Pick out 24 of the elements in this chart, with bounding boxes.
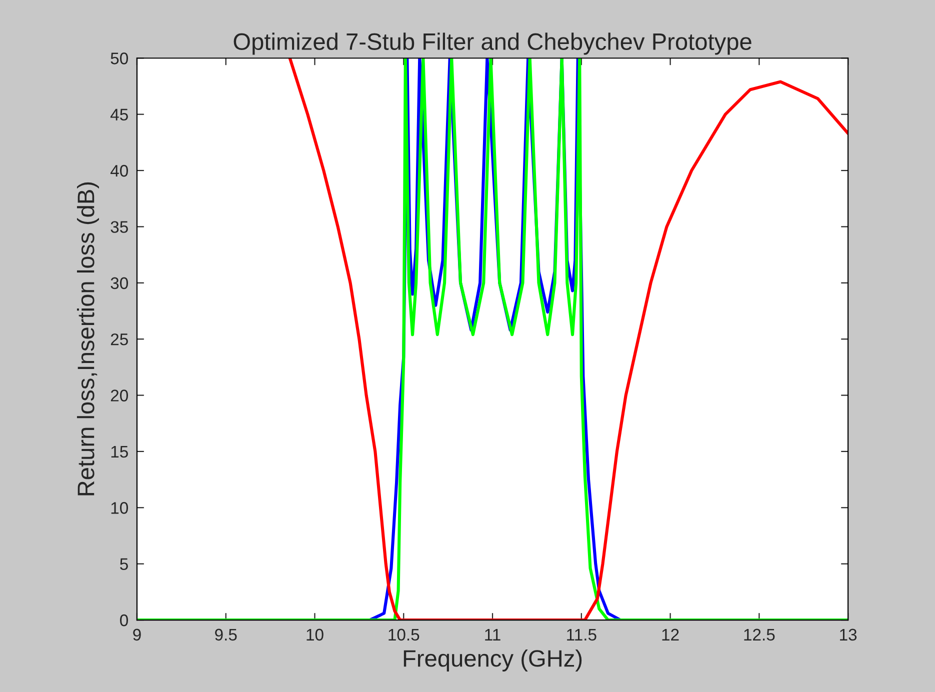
y-tick-label: 5 [120, 558, 128, 570]
x-axis-title: Frequency (GHz) [404, 649, 582, 672]
y-tick-label: 0 [120, 614, 128, 626]
x-tick-label: 9.5 [215, 628, 237, 641]
x-tick-label: 10 [306, 628, 324, 641]
y-axis-title: Return loss,Insertion loss (dB) [76, 182, 99, 496]
x-tick-label: 12 [662, 628, 679, 640]
line-series [136, 58, 848, 620]
y-tick-label: 15 [111, 446, 128, 458]
x-tick-label: 11 [485, 628, 500, 640]
y-tick-label: 45 [110, 108, 128, 121]
x-tick-label: 9 [133, 628, 141, 641]
y-tick-label: 25 [110, 333, 128, 346]
y-tick-label: 40 [110, 164, 128, 177]
y-tick-label: 20 [110, 390, 128, 402]
x-tick-label: 11.5 [567, 628, 596, 641]
y-tick-label: 35 [110, 221, 128, 233]
y-tick-label: 50 [110, 52, 128, 64]
y-tick-label: 30 [110, 277, 128, 290]
chart-title: Optimized 7-Stub Filter and Chebychev Prototype [234, 32, 752, 55]
x-tick-label: 13 [840, 628, 857, 641]
y-tick-label: 10 [111, 502, 128, 514]
x-tick-label: 12.5 [744, 628, 775, 641]
x-tick-label: 10.5 [388, 628, 420, 641]
